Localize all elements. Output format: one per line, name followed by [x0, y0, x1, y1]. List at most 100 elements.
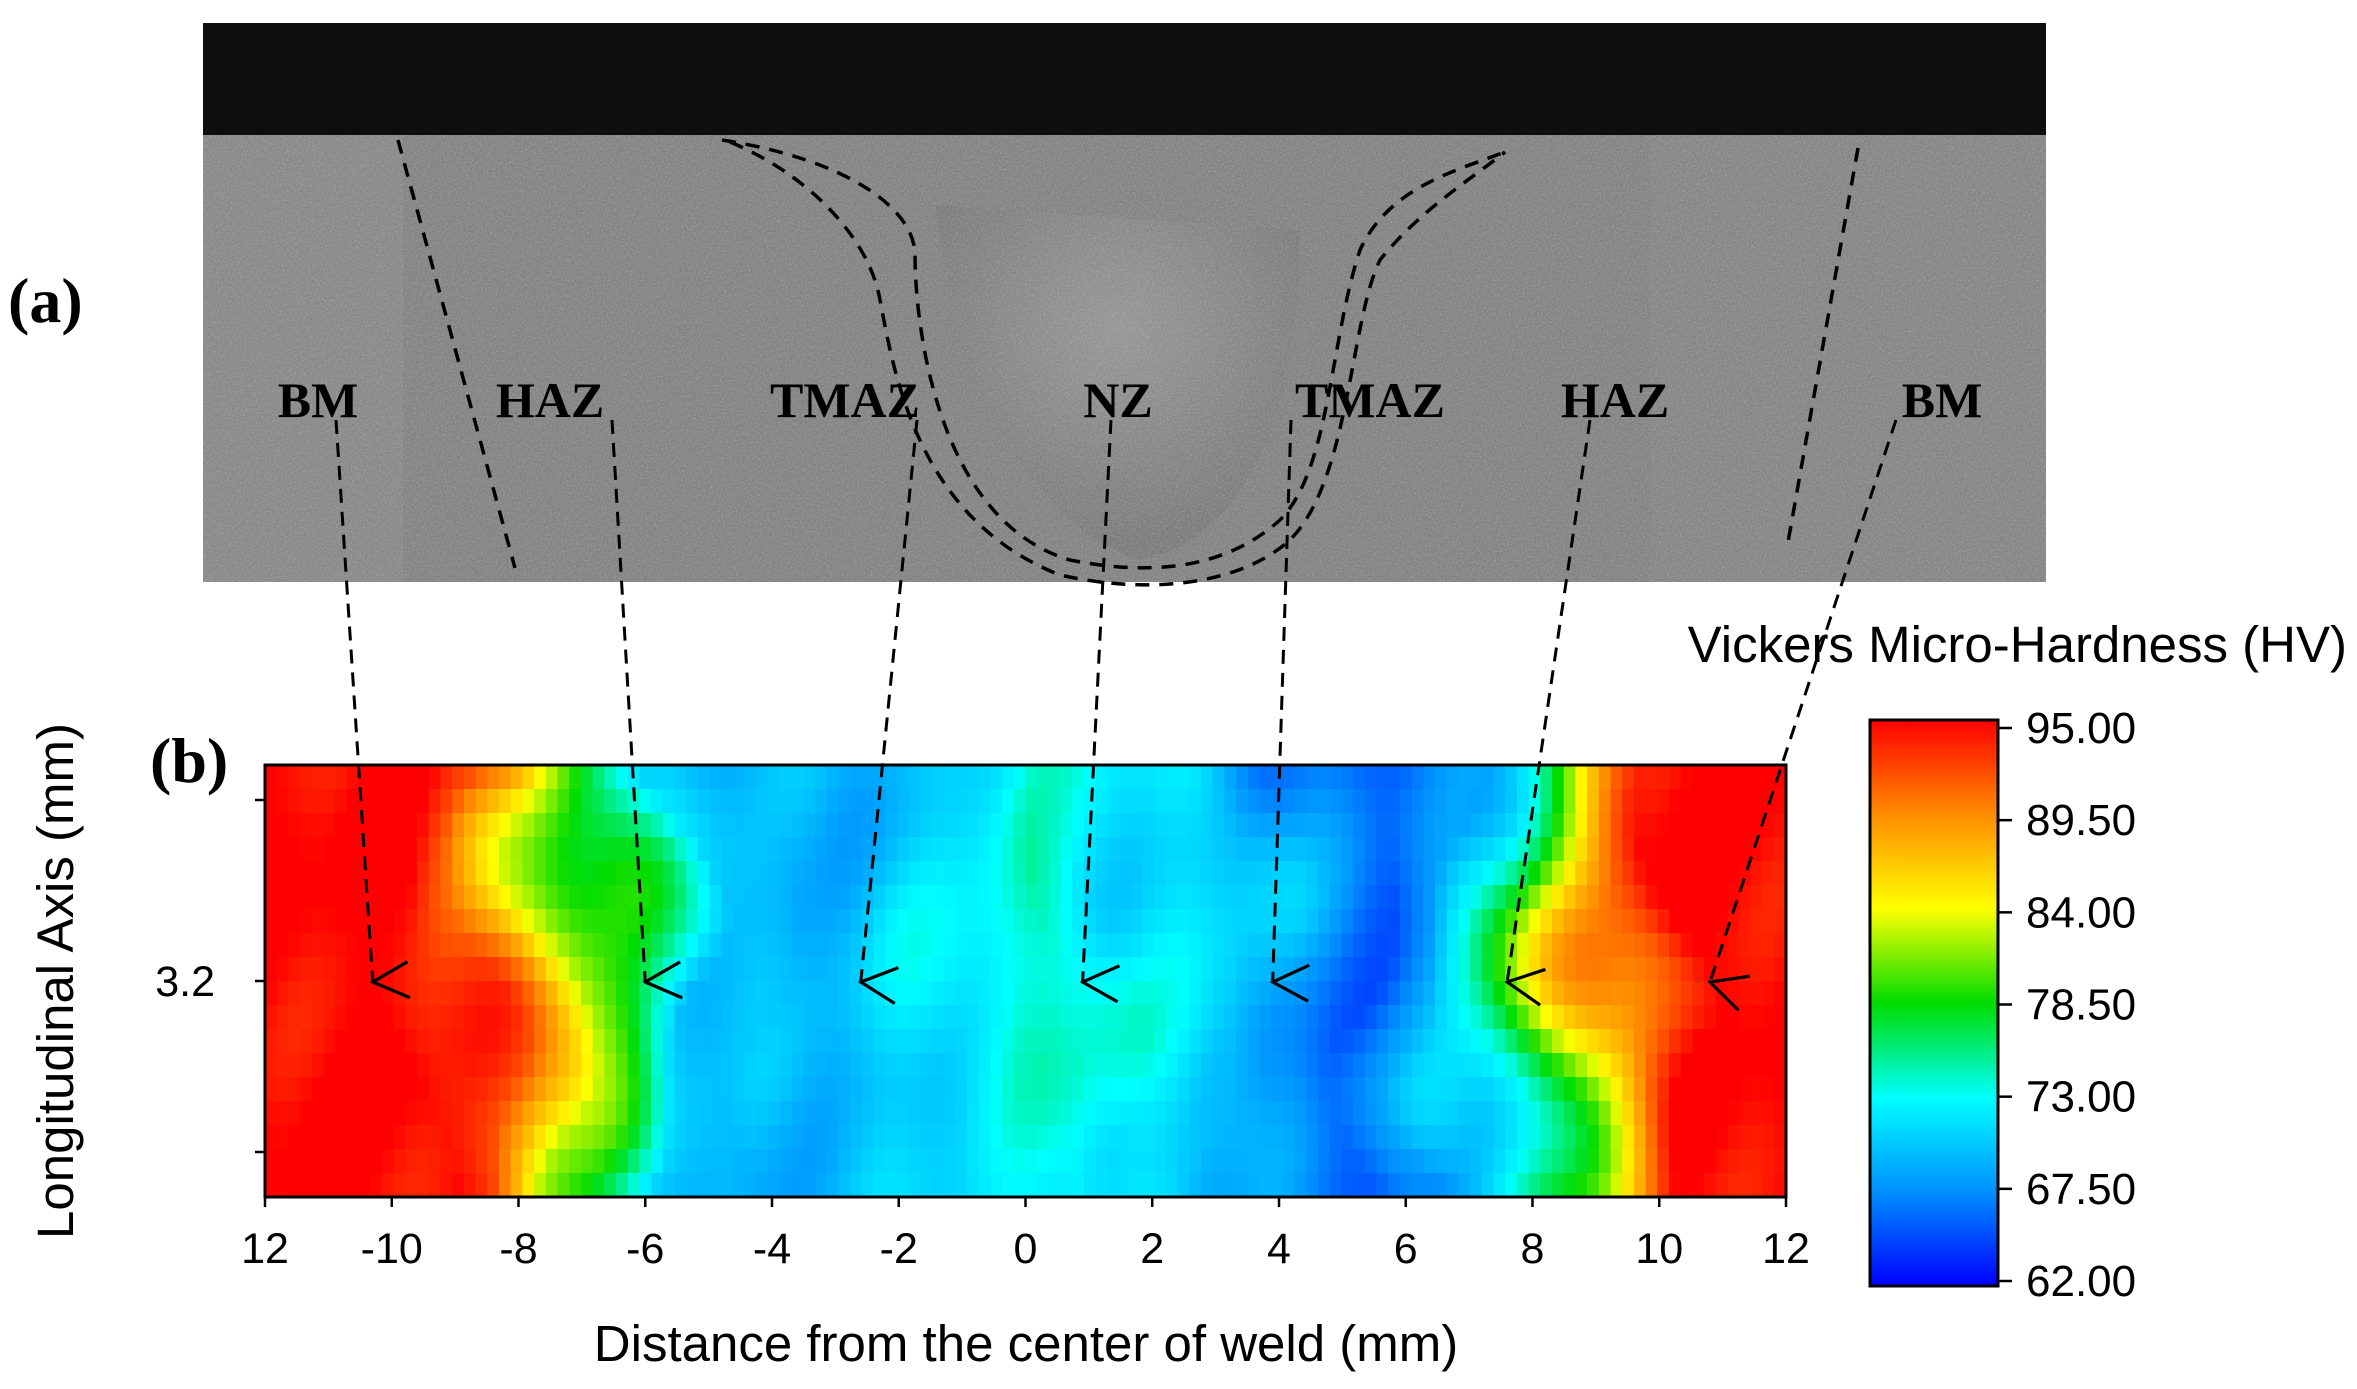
heatmap-cell — [978, 1149, 992, 1174]
heatmap-cell — [1458, 1125, 1471, 1150]
heatmap-cell — [908, 789, 921, 814]
heatmap-cell — [1294, 1005, 1308, 1030]
zone-label: NZ — [1083, 372, 1152, 428]
heatmap-cell — [1060, 1053, 1074, 1078]
heatmap-cell — [1493, 957, 1506, 982]
heatmap-cell — [639, 1173, 652, 1197]
heatmap-cell — [1762, 813, 1776, 838]
heatmap-cell — [288, 765, 301, 790]
heatmap-cell — [1364, 1101, 1378, 1126]
heatmap-cell — [1095, 1005, 1109, 1030]
heatmap-cell — [1224, 789, 1237, 814]
heatmap-cell — [1692, 957, 1705, 982]
heatmap-cell — [580, 909, 594, 934]
heatmap-cell — [1119, 1029, 1132, 1054]
heatmap-cell — [358, 1077, 372, 1102]
heatmap-cell — [1680, 1149, 1694, 1174]
heatmap-cell — [1715, 1149, 1729, 1174]
heatmap-cell — [967, 1005, 980, 1030]
heatmap-cell — [1692, 885, 1705, 910]
heatmap-cell — [768, 813, 781, 838]
heatmap-cell — [1762, 885, 1776, 910]
heatmap-cell — [1692, 909, 1705, 934]
heatmap-cell — [323, 1005, 336, 1030]
heatmap-cell — [967, 837, 980, 862]
heatmap-cell — [1645, 885, 1659, 910]
heatmap-cell — [499, 909, 512, 934]
heatmap-cell — [803, 861, 816, 886]
heatmap-cell — [557, 1005, 570, 1030]
heatmap-cell — [592, 909, 606, 934]
heatmap-cell — [405, 909, 418, 934]
heatmap-cell — [1013, 909, 1027, 934]
heatmap-cell — [1552, 1077, 1565, 1102]
heatmap-cell — [1762, 765, 1776, 790]
heatmap-cell — [1645, 933, 1659, 958]
heatmap-cell — [440, 933, 453, 958]
heatmap-cell — [358, 957, 372, 982]
heatmap-cell — [627, 933, 641, 958]
heatmap-cell — [1142, 1077, 1155, 1102]
heatmap-cell — [1423, 1101, 1436, 1126]
heatmap-cell — [1318, 837, 1331, 862]
heatmap-cell — [627, 885, 641, 910]
heatmap-cell — [1762, 1125, 1776, 1150]
heatmap-cell — [826, 885, 840, 910]
heatmap-cell — [1750, 1077, 1764, 1102]
heatmap-cell — [920, 861, 933, 886]
heatmap-cell — [1212, 885, 1226, 910]
heatmap-cell — [744, 1053, 758, 1078]
heatmap-cell — [1435, 1101, 1448, 1126]
heatmap-cell — [639, 1101, 652, 1126]
heatmap-cell — [323, 1029, 336, 1054]
heatmap-cell — [1680, 909, 1694, 934]
heatmap-cell — [1329, 885, 1343, 910]
x-tick-label: 0 — [1014, 1225, 1038, 1273]
heatmap-cell — [382, 1053, 395, 1078]
heatmap-cell — [1493, 1077, 1506, 1102]
heatmap-cell — [885, 1005, 898, 1030]
heatmap-cell — [1470, 1005, 1483, 1030]
heatmap-cell — [744, 1173, 758, 1197]
heatmap-cell — [1306, 765, 1319, 790]
heatmap-cell — [826, 813, 840, 838]
heatmap-cell — [662, 837, 676, 862]
heatmap-cell — [417, 837, 430, 862]
heatmap-cell — [1587, 1053, 1600, 1078]
heatmap-cell — [803, 981, 816, 1006]
heatmap-cell — [955, 1173, 968, 1197]
heatmap-cell — [1423, 885, 1436, 910]
heatmap-cell — [1353, 1077, 1366, 1102]
heatmap-cell — [850, 1101, 863, 1126]
heatmap-cell — [803, 885, 816, 910]
heatmap-cell — [522, 1029, 535, 1054]
heatmap-cell — [709, 1029, 723, 1054]
heatmap-cell — [826, 1005, 840, 1030]
heatmap-cell — [1750, 789, 1764, 814]
heatmap-cell — [920, 957, 933, 982]
heatmap-cell — [1189, 1125, 1202, 1150]
heatmap-cell — [288, 933, 301, 958]
heatmap-cell — [955, 837, 968, 862]
heatmap-cell — [1142, 885, 1155, 910]
heatmap-cell — [1715, 885, 1729, 910]
heatmap-cell — [1271, 813, 1284, 838]
heatmap-cell — [920, 909, 933, 934]
heatmap-cell — [1107, 1005, 1120, 1030]
heatmap-cell — [1680, 861, 1694, 886]
heatmap-cell — [288, 1053, 301, 1078]
heatmap-cell — [1201, 813, 1214, 838]
heatmap-cell — [487, 1077, 500, 1102]
heatmap-cell — [1364, 861, 1378, 886]
zone-label: TMAZ — [1295, 372, 1445, 428]
heatmap-cell — [1680, 1125, 1694, 1150]
heatmap-cell — [1610, 1149, 1623, 1174]
heatmap-cell — [300, 789, 313, 814]
heatmap-cell — [1563, 933, 1577, 958]
heatmap-cell — [674, 885, 687, 910]
heatmap-cell — [1657, 957, 1670, 982]
heatmap-cell — [873, 861, 886, 886]
heatmap-cell — [967, 885, 980, 910]
heatmap-cell — [1002, 1053, 1015, 1078]
heatmap-cell — [1610, 789, 1623, 814]
